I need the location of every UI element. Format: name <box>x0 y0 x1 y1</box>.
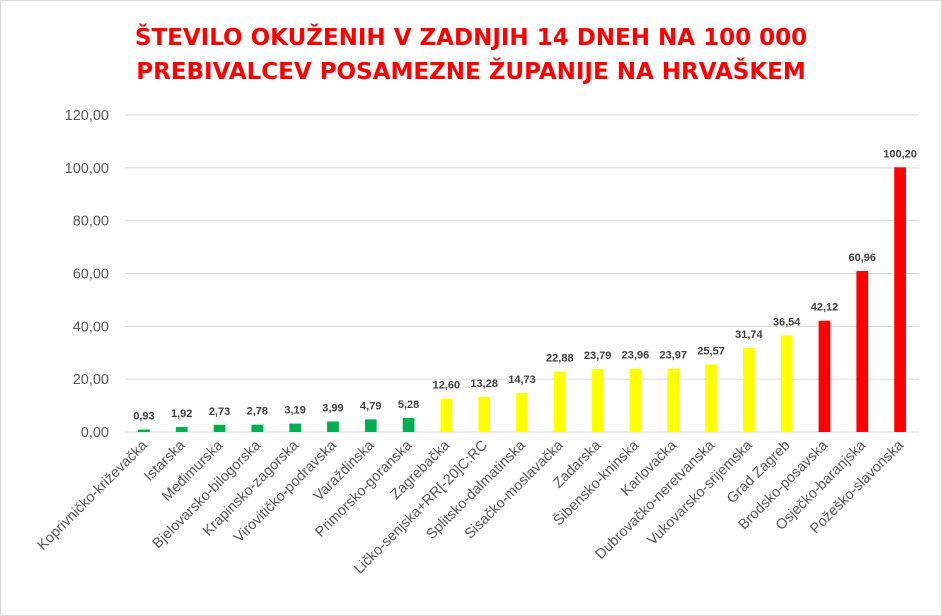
data-label: 12,60 <box>433 380 461 392</box>
bars <box>138 167 906 432</box>
chart-title-line-1: ŠTEVILO OKUŽENIH V ZADNJIH 14 DNEH NA 10… <box>134 25 808 51</box>
data-label: 25,57 <box>697 345 725 357</box>
x-tick-label: Koprivničko-križevačka <box>35 437 152 554</box>
y-tick-label: 80,00 <box>73 214 109 230</box>
bar <box>251 424 264 432</box>
bar <box>175 426 188 432</box>
bar <box>553 371 566 432</box>
x-axis-tick-labels: Koprivničko-križevačkaIstarskaMeđimurska… <box>35 436 908 577</box>
data-label: 14,73 <box>508 374 536 386</box>
y-tick-label: 40,00 <box>73 319 109 335</box>
data-label: 60,96 <box>849 252 877 264</box>
data-label: 13,28 <box>470 378 498 390</box>
data-label: 3,99 <box>322 402 343 414</box>
bar <box>364 419 377 432</box>
y-tick-label: 60,00 <box>73 267 109 283</box>
data-label: 3,19 <box>284 405 305 417</box>
bar <box>138 429 150 432</box>
chart-title: ŠTEVILO OKUŽENIH V ZADNJIH 14 DNEH NA 10… <box>1 21 941 89</box>
data-label: 23,96 <box>622 350 650 362</box>
y-tick-label: 120,00 <box>65 108 109 124</box>
bar <box>478 396 491 432</box>
data-label: 23,79 <box>584 350 612 362</box>
bar <box>780 335 793 432</box>
bar <box>591 369 604 432</box>
bar <box>818 320 831 432</box>
chart-title-line-2: PREBIVALCEV POSAMEZNE ŽUPANIJE NA HRVAŠK… <box>136 59 806 85</box>
y-tick-label: 20,00 <box>73 372 109 388</box>
data-label: 4,79 <box>360 400 381 412</box>
bar <box>516 393 528 432</box>
data-labels: 0,93 1,92 2,73 2,78 3,19 3,99 4,79 5,28 12,60 13,… <box>133 148 917 422</box>
bar <box>894 167 906 432</box>
bar <box>629 368 642 432</box>
data-label: 5,28 <box>398 399 419 411</box>
data-label: 22,88 <box>546 353 574 365</box>
bar <box>705 364 717 432</box>
bar <box>742 348 755 432</box>
data-label: 31,74 <box>735 329 763 341</box>
y-tick-label: 100,00 <box>65 161 109 177</box>
data-label: 23,97 <box>659 350 687 362</box>
bar <box>327 421 339 432</box>
bar <box>213 424 226 432</box>
data-label: 0,93 <box>133 411 154 423</box>
bar <box>402 418 415 432</box>
data-label: 100,20 <box>883 148 917 160</box>
bar <box>856 270 869 432</box>
y-axis-tick-labels: 0,00 20,00 40,00 60,00 80,00 100,00 120,00 <box>65 108 109 441</box>
data-label: 2,78 <box>247 406 268 418</box>
bar <box>667 368 680 432</box>
data-label: 1,92 <box>171 408 192 420</box>
data-label: 42,12 <box>811 302 839 314</box>
bar <box>289 423 302 432</box>
data-label: 36,54 <box>773 316 801 328</box>
bar <box>440 398 453 432</box>
data-label: 2,73 <box>209 406 230 418</box>
y-tick-label: 0,00 <box>81 425 109 441</box>
